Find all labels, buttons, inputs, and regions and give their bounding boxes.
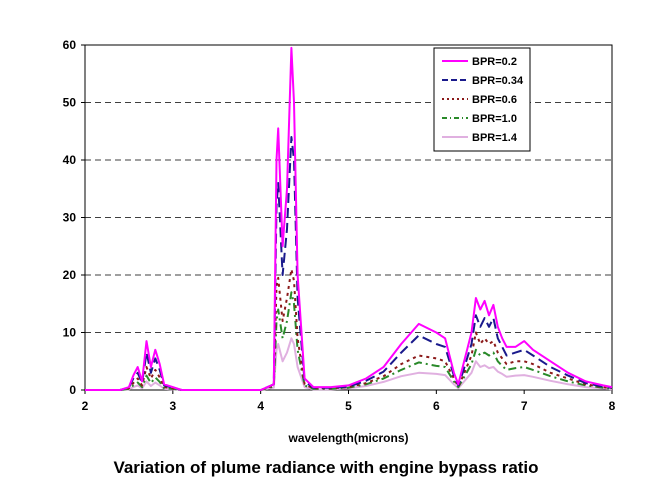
y-tick-label: 60 (63, 38, 77, 52)
series-line-bpr-1-0 (85, 291, 613, 391)
legend: BPR=0.2 BPR=0.34 BPR=0.6 BPR=1.0 BPR=1.4 (433, 47, 531, 152)
y-tick-label: 50 (63, 96, 77, 110)
series-line-bpr-0-6 (85, 268, 613, 391)
gridlines (85, 102, 612, 333)
x-tick-label: 8 (609, 399, 616, 413)
x-tick-label: 3 (169, 399, 176, 413)
y-tick-label: 40 (63, 153, 77, 167)
series-lines (85, 46, 613, 391)
x-tick-label: 4 (257, 399, 264, 413)
x-tick-label: 5 (345, 399, 352, 413)
legend-label: BPR=0.6 (472, 94, 517, 106)
legend-label: BPR=1.0 (472, 113, 517, 125)
series-line-bpr-0-34 (85, 136, 613, 391)
legend-label: BPR=1.4 (472, 132, 518, 144)
y-axis-ticks: 0 10 20 30 40 50 60 (63, 38, 85, 397)
chart-title: Variation of plume radiance with engine … (113, 458, 539, 477)
x-tick-label: 2 (82, 399, 89, 413)
legend-label: BPR=0.2 (472, 56, 517, 68)
y-tick-label: 10 (63, 326, 77, 340)
series-line-bpr-0-2 (85, 46, 613, 391)
y-tick-label: 0 (69, 383, 76, 397)
y-tick-label: 30 (63, 211, 77, 225)
x-axis-label: wavelength(microns) (287, 431, 408, 445)
legend-label: BPR=0.34 (472, 75, 524, 87)
legend-box (433, 47, 531, 152)
x-tick-label: 7 (521, 399, 528, 413)
x-tick-label: 6 (433, 399, 440, 413)
y-tick-label: 20 (63, 268, 77, 282)
x-axis-ticks: 2 3 4 5 6 7 8 (82, 390, 616, 413)
